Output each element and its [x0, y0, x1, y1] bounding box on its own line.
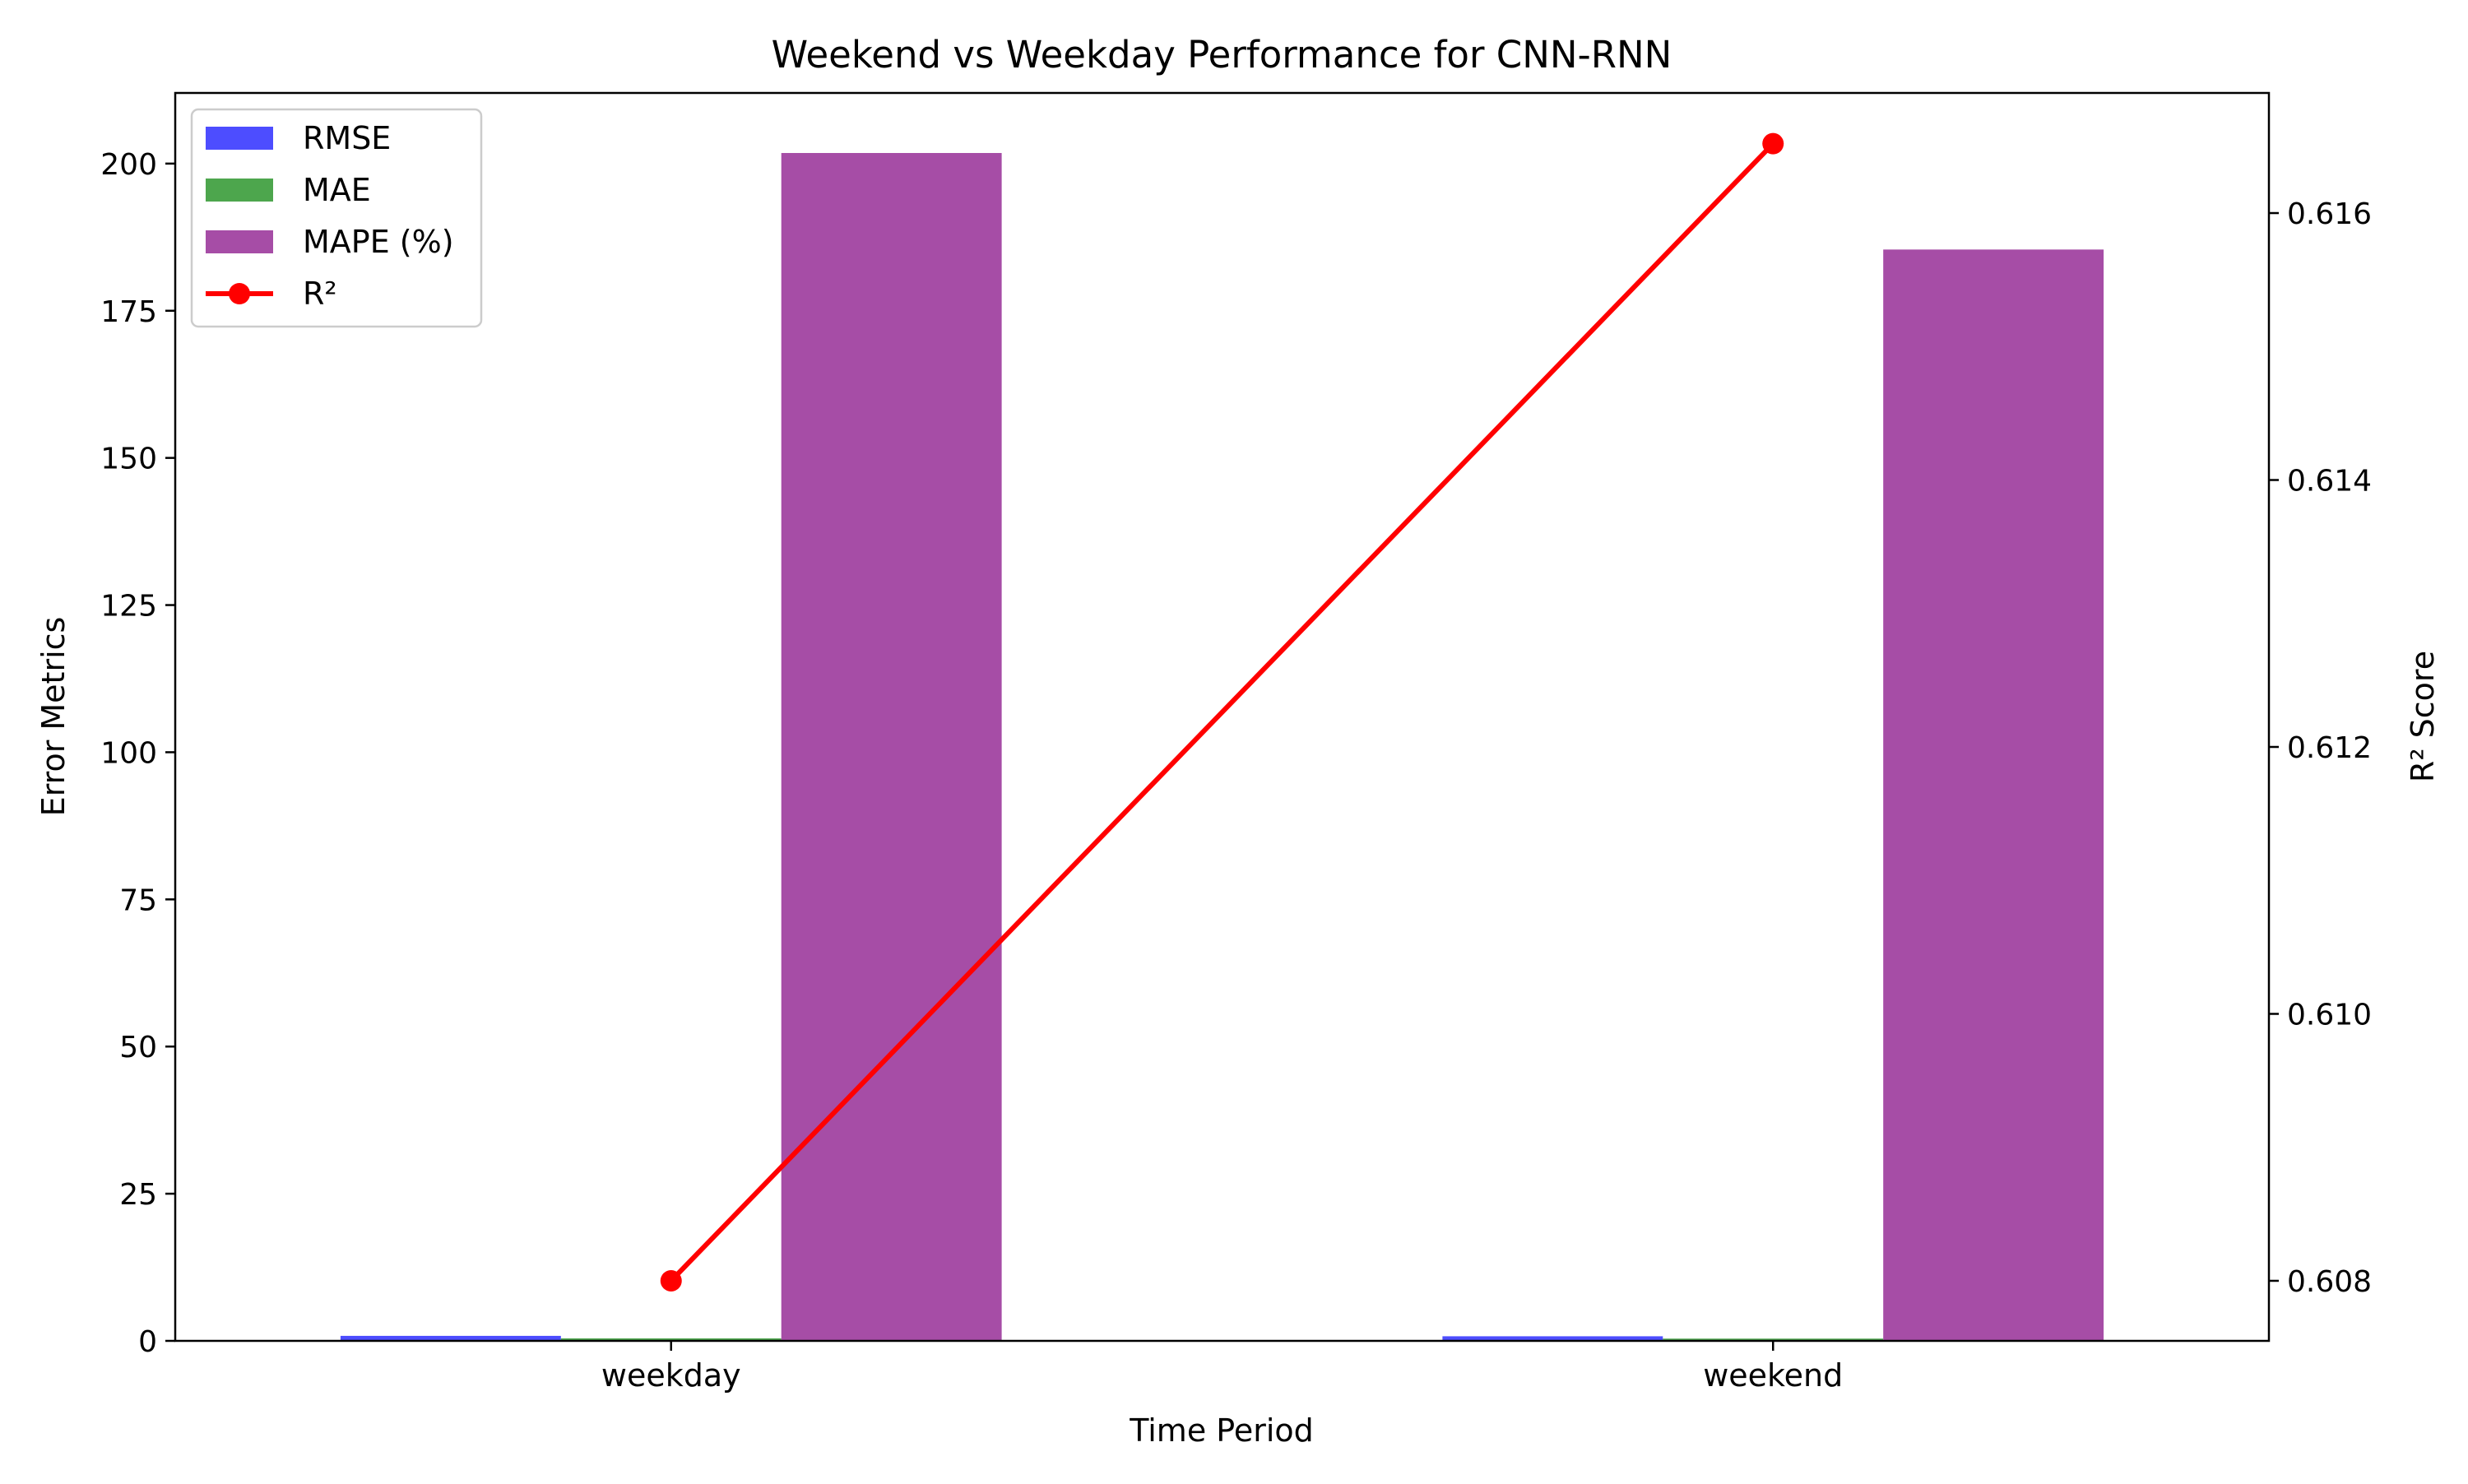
x-axis-ticks: weekday weekend — [601, 1341, 1843, 1394]
bar-mape--weekday — [781, 152, 1002, 1341]
r2-point-weekday — [660, 1269, 682, 1292]
legend-items: RMSE MAE MAPE (%) R² — [206, 120, 454, 312]
plot-frame — [174, 91, 2271, 1343]
bar-mape--weekend — [1883, 249, 2104, 1341]
legend-swatch — [206, 230, 273, 253]
left-tick-label: 100 — [100, 736, 157, 770]
legend-swatch-marker — [229, 283, 250, 304]
right-tick-label: 0.610 — [2287, 998, 2372, 1032]
r2-line — [669, 141, 1775, 1283]
left-tick-label: 175 — [100, 295, 157, 329]
left-tick-label: 50 — [119, 1031, 157, 1064]
r2-line-layer — [660, 132, 1784, 1292]
right-tick-label: 0.612 — [2287, 731, 2372, 765]
x-tick-label-weekend: weekend — [1703, 1357, 1843, 1394]
y-axis-label: Error Metrics — [35, 617, 72, 817]
left-tick-label: 150 — [100, 443, 157, 476]
legend-item-r-: R² — [206, 276, 337, 312]
left-tick-label: 25 — [119, 1178, 157, 1212]
left-tick-label: 125 — [100, 590, 157, 624]
left-tick-label: 0 — [138, 1325, 157, 1359]
bar-rmse-weekday — [340, 1335, 561, 1341]
right-tick-label: 0.608 — [2287, 1265, 2372, 1299]
legend-box — [190, 108, 483, 328]
bar-mae-weekend — [1663, 1338, 1884, 1341]
legend-label: RMSE — [303, 120, 391, 156]
right-tick-label: 0.616 — [2287, 197, 2372, 231]
legend-swatch — [206, 127, 273, 150]
legend-item-rmse: RMSE — [206, 120, 391, 156]
left-axis-ticks: 0 25 50 75 100 125 150 175 200 — [100, 148, 175, 1359]
legend: RMSE MAE MAPE (%) R² — [190, 108, 483, 328]
left-tick-label: 200 — [100, 148, 157, 182]
right-tick-label: 0.614 — [2287, 465, 2372, 499]
left-tick-label: 75 — [119, 883, 157, 917]
right-axis-ticks: 0.608 0.610 0.612 0.614 0.616 — [2269, 197, 2372, 1299]
legend-label: MAPE (%) — [303, 224, 454, 260]
bars-layer — [340, 152, 2104, 1341]
legend-label: R² — [303, 276, 337, 312]
y2-axis-label: R² Score — [2405, 651, 2441, 782]
x-tick-label-weekday: weekday — [601, 1357, 741, 1394]
r2-point-weekend — [1762, 132, 1784, 155]
bar-mae-weekday — [560, 1338, 782, 1341]
x-axis-label: Time Period — [1129, 1412, 1314, 1449]
legend-item-mape-: MAPE (%) — [206, 224, 454, 260]
legend-item-mae: MAE — [206, 172, 371, 208]
chart-title: Weekend vs Weekday Performance for CNN-R… — [772, 33, 1672, 77]
bar-rmse-weekend — [1442, 1336, 1663, 1341]
legend-swatch — [206, 179, 273, 202]
legend-label: MAE — [303, 172, 371, 208]
